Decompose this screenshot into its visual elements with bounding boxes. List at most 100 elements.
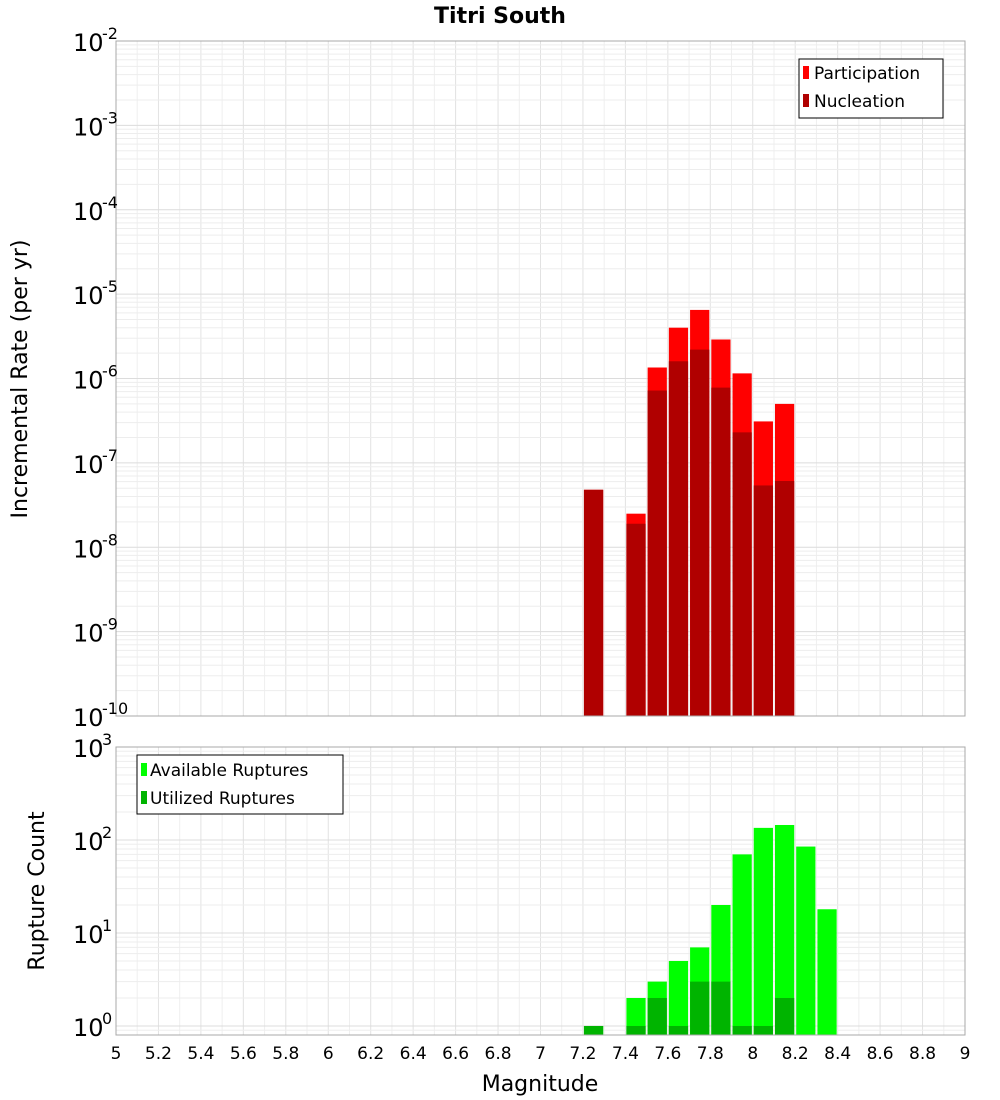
x-tick-label: 8.8 bbox=[909, 1044, 936, 1064]
y-tick-label: 103 bbox=[73, 730, 112, 763]
top-y-axis-label: Incremental Rate (per yr) bbox=[8, 240, 33, 519]
top-gridlines bbox=[115, 40, 966, 717]
y-tick-exponent: -4 bbox=[102, 193, 118, 212]
top-legend-box bbox=[798, 58, 944, 119]
x-tick-label: 7.2 bbox=[569, 1044, 596, 1064]
x-tick-label: 5.2 bbox=[145, 1044, 172, 1064]
bottom-bar-available-ruptures bbox=[668, 960, 689, 1035]
bottom-y-axis-label: Rupture Count bbox=[25, 811, 50, 971]
x-tick-label: 7.8 bbox=[697, 1044, 724, 1064]
y-tick-exponent: 3 bbox=[102, 730, 112, 749]
legend-swatch-available bbox=[141, 763, 147, 776]
legend-label-nucleation: Nucleation bbox=[814, 92, 905, 112]
bottom-series-1 bbox=[583, 981, 795, 1035]
bottom-bar-utilized-ruptures bbox=[626, 1025, 646, 1035]
x-tick-label: 7.4 bbox=[612, 1044, 639, 1064]
top-legend: Participation Nucleation bbox=[798, 58, 944, 119]
x-tick-label: 8.2 bbox=[782, 1044, 809, 1064]
y-tick-base: 10 bbox=[73, 282, 104, 310]
y-tick-label: 10-8 bbox=[73, 530, 118, 563]
top-bar-nucleation bbox=[690, 349, 710, 716]
y-tick-exponent: 0 bbox=[102, 1009, 112, 1028]
y-tick-label: 100 bbox=[73, 1009, 112, 1042]
bottom-bar-utilized-ruptures bbox=[690, 981, 710, 1035]
legend-swatch-utilized bbox=[141, 791, 147, 804]
top-bar-nucleation bbox=[668, 361, 689, 716]
y-tick-base: 10 bbox=[73, 198, 104, 226]
bottom-bar-available-ruptures bbox=[774, 824, 795, 1035]
y-tick-label: 101 bbox=[73, 916, 112, 949]
top-bar-nucleation bbox=[774, 480, 795, 716]
bottom-bar-available-ruptures bbox=[753, 827, 773, 1035]
y-tick-base: 10 bbox=[73, 921, 104, 949]
x-tick-label: 5.4 bbox=[187, 1044, 214, 1064]
bottom-bar-available-ruptures bbox=[817, 909, 837, 1035]
y-tick-base: 10 bbox=[73, 451, 104, 479]
y-tick-base: 10 bbox=[73, 704, 104, 732]
y-tick-base: 10 bbox=[73, 620, 104, 648]
y-tick-label: 10-3 bbox=[73, 108, 118, 141]
x-tick-label: 6.4 bbox=[400, 1044, 427, 1064]
top-bar-nucleation bbox=[647, 390, 667, 716]
legend-swatch-nucleation bbox=[803, 94, 809, 107]
y-tick-label: 10-7 bbox=[73, 446, 118, 479]
y-tick-label: 102 bbox=[73, 823, 112, 856]
x-tick-label: 8 bbox=[747, 1044, 758, 1064]
top-series-1 bbox=[583, 349, 795, 716]
y-tick-base: 10 bbox=[73, 29, 104, 57]
bottom-bar-utilized-ruptures bbox=[583, 1025, 604, 1035]
y-tick-base: 10 bbox=[73, 113, 104, 141]
top-panel bbox=[115, 40, 966, 717]
y-tick-exponent: -3 bbox=[102, 108, 118, 127]
legend-swatch-participation bbox=[803, 66, 809, 79]
top-bar-nucleation bbox=[583, 489, 604, 716]
y-tick-base: 10 bbox=[73, 828, 104, 856]
bottom-bar-utilized-ruptures bbox=[647, 997, 667, 1035]
y-tick-label: 10-2 bbox=[73, 24, 118, 57]
y-tick-label: 10-4 bbox=[73, 193, 118, 226]
x-tick-label: 9 bbox=[960, 1044, 971, 1064]
x-tick-label: 8.6 bbox=[867, 1044, 894, 1064]
top-bar-nucleation bbox=[753, 485, 773, 716]
y-tick-exponent: -7 bbox=[102, 446, 118, 465]
y-tick-base: 10 bbox=[73, 735, 104, 763]
y-tick-label: 10-10 bbox=[73, 699, 128, 732]
top-bar-nucleation bbox=[711, 387, 731, 716]
x-tick-label: 7.6 bbox=[654, 1044, 681, 1064]
y-tick-exponent: -6 bbox=[102, 362, 118, 381]
y-tick-exponent: 2 bbox=[102, 823, 112, 842]
y-tick-exponent: -2 bbox=[102, 24, 118, 43]
y-tick-label: 10-9 bbox=[73, 615, 118, 648]
bottom-bar-utilized-ruptures bbox=[668, 1025, 689, 1035]
x-tick-label: 5 bbox=[111, 1044, 122, 1064]
chart-title: Titri South bbox=[434, 4, 566, 29]
x-axis-label: Magnitude bbox=[482, 1072, 599, 1097]
bottom-bar-available-ruptures bbox=[626, 997, 646, 1035]
y-tick-base: 10 bbox=[73, 1014, 104, 1042]
top-bar-nucleation bbox=[626, 523, 646, 716]
top-bar-nucleation bbox=[732, 432, 752, 716]
y-tick-exponent: -5 bbox=[102, 277, 118, 296]
y-tick-exponent: 1 bbox=[102, 916, 112, 935]
y-tick-exponent: -9 bbox=[102, 615, 118, 634]
legend-label-participation: Participation bbox=[814, 64, 920, 84]
bottom-bar-utilized-ruptures bbox=[753, 1025, 773, 1035]
bottom-bar-utilized-ruptures bbox=[732, 1025, 752, 1035]
bottom-bar-available-ruptures bbox=[732, 854, 752, 1035]
bottom-bar-utilized-ruptures bbox=[774, 997, 795, 1035]
y-tick-label: 10-5 bbox=[73, 277, 118, 310]
x-tick-label: 5.8 bbox=[272, 1044, 299, 1064]
x-tick-label: 6.8 bbox=[485, 1044, 512, 1064]
y-tick-base: 10 bbox=[73, 367, 104, 395]
legend-label-utilized: Utilized Ruptures bbox=[150, 789, 295, 809]
bottom-plot-frame bbox=[115, 746, 966, 1036]
bottom-bar-utilized-ruptures bbox=[711, 981, 731, 1035]
y-tick-exponent: -8 bbox=[102, 530, 118, 549]
y-tick-label: 10-6 bbox=[73, 362, 118, 395]
x-tick-label: 6.6 bbox=[442, 1044, 469, 1064]
top-plot-frame bbox=[115, 40, 966, 717]
bottom-legend-box bbox=[136, 754, 344, 815]
